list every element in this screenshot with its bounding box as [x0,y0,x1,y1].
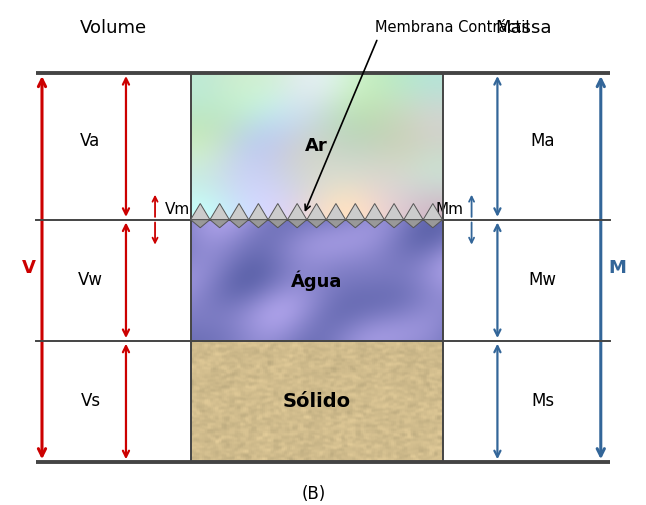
Text: Sólido: Sólido [282,392,351,411]
Text: Va: Va [80,132,101,150]
Polygon shape [423,204,443,220]
Text: Massa: Massa [495,19,552,37]
Polygon shape [249,204,268,220]
Polygon shape [249,220,268,228]
Text: V: V [22,259,36,277]
Text: Ma: Ma [530,132,555,150]
Text: Vm: Vm [165,202,190,217]
Polygon shape [307,204,326,220]
Polygon shape [268,204,287,220]
Polygon shape [210,204,229,220]
Text: Membrana Contráctil: Membrana Contráctil [375,20,529,35]
Polygon shape [346,204,365,220]
Polygon shape [229,220,249,228]
Text: Ms: Ms [531,392,554,411]
Polygon shape [404,220,423,228]
Text: (B): (B) [301,485,326,503]
Polygon shape [404,204,423,220]
Text: Água: Água [291,270,342,290]
Polygon shape [307,220,326,228]
Text: Volume: Volume [79,19,147,37]
Polygon shape [326,220,346,228]
Polygon shape [326,204,346,220]
Polygon shape [287,220,307,228]
Polygon shape [384,204,404,220]
Text: Mm: Mm [436,202,464,217]
Text: M: M [608,259,626,277]
Polygon shape [191,204,210,220]
Polygon shape [229,204,249,220]
Text: Vs: Vs [80,392,101,411]
Polygon shape [423,220,443,228]
Text: Ar: Ar [305,137,328,156]
Polygon shape [287,204,307,220]
Polygon shape [346,220,365,228]
Polygon shape [191,220,210,228]
Polygon shape [384,220,404,228]
Text: Mw: Mw [528,271,557,289]
Polygon shape [365,204,384,220]
Polygon shape [365,220,384,228]
Text: Vw: Vw [78,271,103,289]
Polygon shape [268,220,287,228]
Polygon shape [210,220,229,228]
